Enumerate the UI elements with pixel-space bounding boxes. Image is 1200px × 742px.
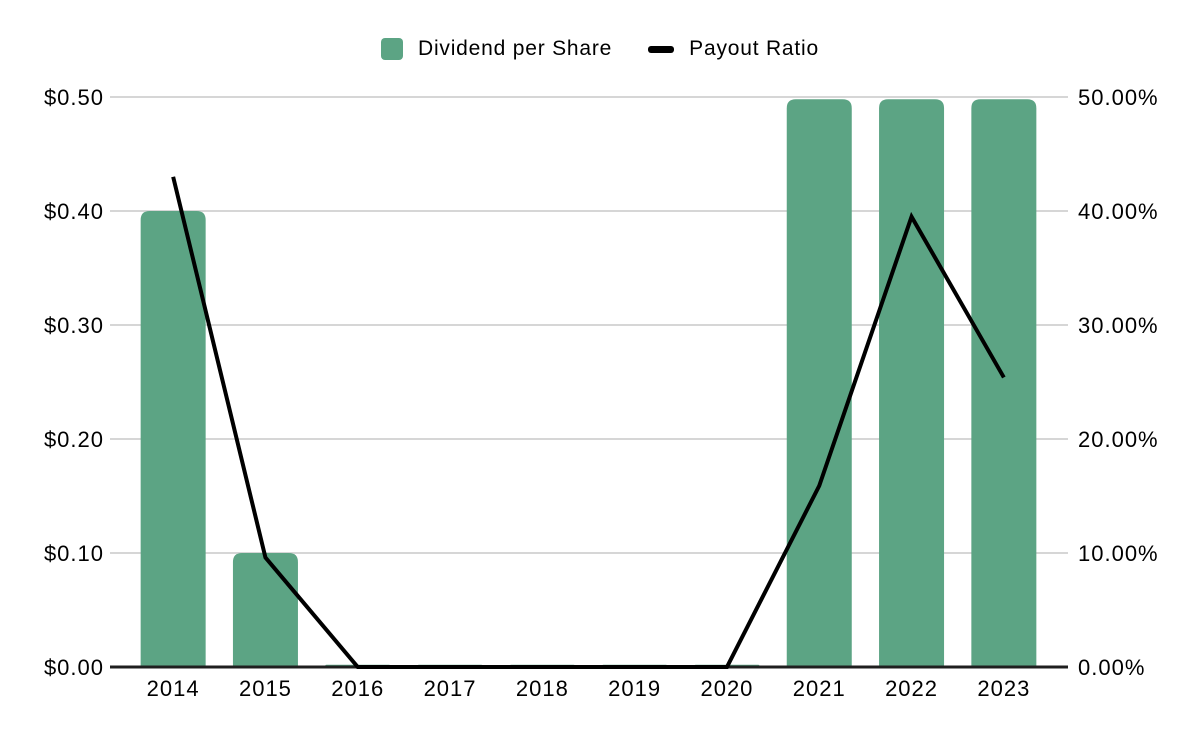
x-axis-label-2015: 2015: [239, 676, 292, 701]
x-axis-label-2020: 2020: [700, 676, 753, 701]
bar-2015: [232, 553, 298, 667]
legend-label-payout-ratio: Payout Ratio: [689, 37, 819, 60]
right-axis-tick-label: 0.00%: [1078, 655, 1145, 680]
right-axis-tick-label: 10.00%: [1078, 541, 1159, 566]
x-axis-label-2021: 2021: [793, 676, 846, 701]
chart-legend: Dividend per Share Payout Ratio: [0, 30, 1200, 68]
payout-ratio-line: [171, 176, 1006, 669]
right-axis-tick-label: 30.00%: [1078, 313, 1159, 338]
legend-item-payout-ratio: Payout Ratio: [648, 37, 819, 61]
left-axis-tick-label: $0.10: [44, 541, 104, 566]
bar-series-swatch-icon: [380, 38, 403, 60]
legend-item-dividend-per-share: Dividend per Share: [380, 37, 613, 61]
x-axis-label-2016: 2016: [331, 676, 384, 701]
right-axis-tick-label: 50.00%: [1078, 85, 1159, 110]
left-axis-tick-label: $0.50: [44, 85, 104, 110]
left-axis-tick-label: $0.00: [44, 655, 104, 680]
x-axis-label-2022: 2022: [885, 676, 938, 701]
left-axis-tick-label: $0.40: [44, 199, 104, 224]
line-series-swatch-icon: [648, 45, 675, 53]
right-axis-tick-label: 20.00%: [1078, 427, 1159, 452]
bar-2023: [971, 99, 1037, 667]
x-axis-label-2019: 2019: [608, 676, 661, 701]
left-axis-tick-label: $0.20: [44, 427, 104, 452]
bar-2022: [879, 99, 945, 667]
x-axis-label-2018: 2018: [516, 676, 569, 701]
x-axis-label-2014: 2014: [147, 676, 200, 701]
x-axis-label-2023: 2023: [977, 676, 1030, 701]
bar-2014: [140, 211, 206, 667]
right-axis-tick-label: 40.00%: [1078, 199, 1159, 224]
bar-2021: [786, 99, 852, 667]
left-axis-tick-label: $0.30: [44, 313, 104, 338]
x-axis-label-2017: 2017: [424, 676, 477, 701]
legend-label-dividend-per-share: Dividend per Share: [417, 37, 613, 60]
